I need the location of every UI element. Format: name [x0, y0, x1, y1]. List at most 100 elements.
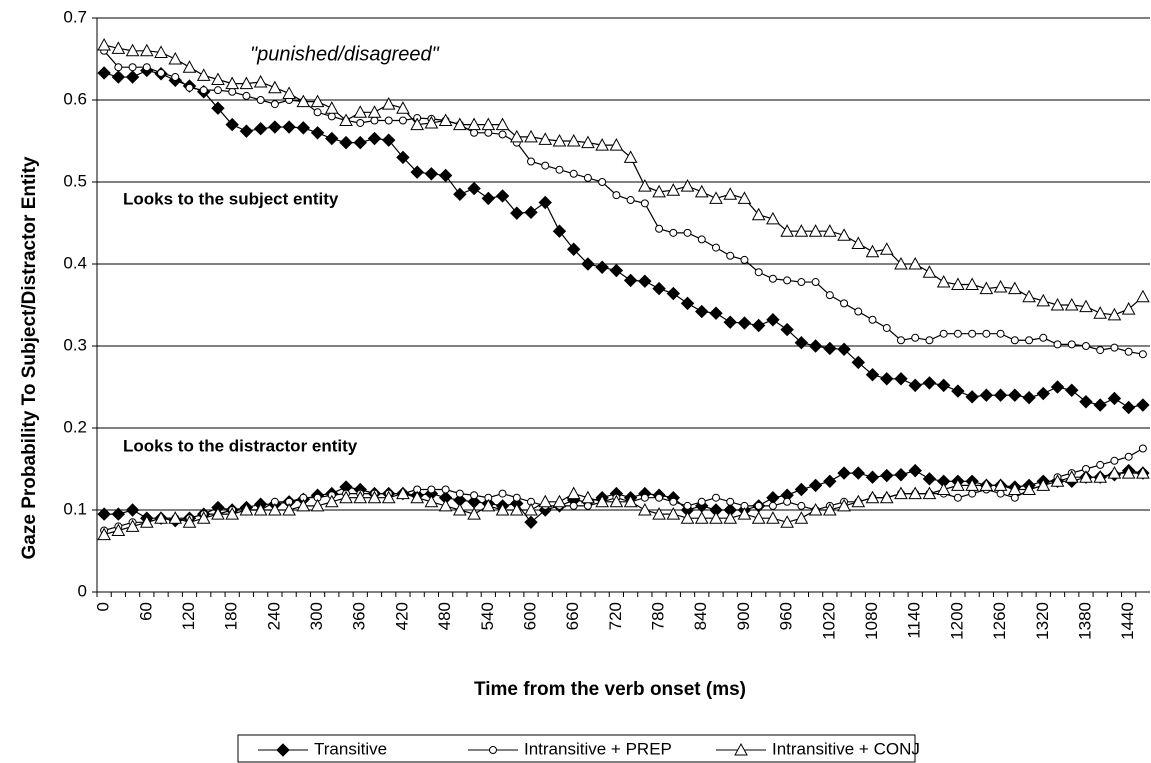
diamond-marker [325, 131, 339, 146]
triangle-marker [353, 490, 368, 504]
triangle-marker [196, 511, 211, 524]
circle-marker [711, 493, 720, 502]
triangle-marker [367, 105, 382, 118]
triangle-marker [979, 478, 994, 491]
triangle-marker [168, 511, 183, 524]
diamond-marker [581, 257, 595, 271]
circle-marker [612, 191, 621, 200]
triangle-marker [339, 113, 353, 126]
triangle-marker [111, 41, 126, 54]
circle-marker [754, 268, 763, 277]
triangle-marker [794, 511, 809, 524]
triangle-marker [410, 490, 425, 504]
triangle-marker [453, 502, 467, 516]
triangle-marker [680, 179, 695, 192]
triangle-marker [879, 490, 894, 504]
x-tick-label: 300 [307, 602, 326, 630]
circle-marker [669, 497, 678, 506]
triangle-marker [467, 117, 481, 131]
triangle-marker [694, 511, 709, 524]
circle-marker [185, 83, 194, 92]
circle-marker [640, 199, 649, 208]
circle-marker [953, 329, 962, 338]
triangle-marker [751, 207, 766, 221]
circle-marker [697, 497, 706, 506]
circle-marker [1110, 456, 1119, 465]
circle-marker [697, 235, 706, 244]
circle-marker [996, 489, 1005, 498]
circle-marker [427, 485, 436, 494]
x-tick-label: 540 [478, 602, 497, 630]
circle-marker [114, 63, 123, 72]
circle-marker [356, 118, 365, 127]
diamond-marker [467, 181, 481, 196]
triangle-marker [808, 502, 823, 516]
diamond-marker [296, 121, 311, 135]
triangle-marker [894, 486, 908, 500]
x-tick-label: 180 [222, 602, 241, 630]
circle-marker [142, 63, 151, 72]
diamond-marker [510, 206, 524, 220]
circle-marker [384, 116, 393, 125]
triangle-marker [253, 74, 268, 88]
circle-marker [199, 86, 208, 95]
circle-marker [982, 329, 991, 338]
diamond-marker [922, 376, 937, 390]
diamond-marker [737, 316, 752, 330]
triangle-marker [709, 511, 723, 524]
diamond-marker [353, 135, 367, 150]
diamond-marker [794, 336, 809, 350]
diamond-marker [908, 463, 922, 478]
circle-marker [370, 116, 379, 125]
triangle-marker [410, 117, 425, 131]
triangle-marker [694, 184, 709, 198]
triangle-marker [851, 236, 866, 249]
triangle-marker [638, 179, 652, 192]
x-tick-label: 420 [392, 602, 411, 630]
x-tick-label: 1140 [905, 602, 924, 639]
triangle-marker [908, 256, 923, 270]
triangle-marker [253, 502, 268, 516]
circle-marker [783, 497, 792, 506]
x-tick-label: 1440 [1118, 602, 1137, 640]
triangle-marker [1093, 306, 1108, 319]
triangle-marker [1079, 470, 1093, 483]
triangle-marker [481, 117, 496, 131]
circle-marker [726, 497, 735, 506]
circle-marker [313, 108, 322, 117]
diamond-marker [965, 390, 979, 404]
legend-label: Intransitive + CONJ [772, 739, 920, 758]
circle-marker [882, 323, 891, 332]
triangle-marker [1079, 299, 1093, 313]
circle-marker [583, 501, 592, 510]
triangle-marker [424, 115, 439, 129]
diamond-marker [211, 101, 225, 115]
diamond-marker [382, 133, 396, 147]
diamond-marker [552, 224, 567, 238]
triangle-marker [125, 43, 140, 57]
series-line [103, 69, 1143, 409]
triangle-marker [182, 515, 197, 528]
diamond-marker [1093, 398, 1107, 412]
diamond-marker [524, 205, 538, 220]
y-axis-title: Gaze Probability To Subject/Distractor E… [19, 156, 40, 559]
triangle-marker [268, 502, 282, 516]
triangle-marker [609, 494, 624, 508]
diamond-marker [908, 378, 922, 393]
circle-marker [598, 178, 607, 186]
circle-marker [953, 493, 962, 502]
triangle-marker [652, 184, 666, 198]
triangle-marker [239, 502, 254, 516]
circle-marker [256, 96, 265, 104]
circle-marker [768, 274, 777, 283]
triangle-marker [822, 224, 837, 237]
diamond-marker [367, 131, 382, 146]
triangle-marker [734, 742, 748, 756]
circle-marker [797, 278, 806, 287]
diamond-marker [993, 388, 1008, 402]
circle-marker [896, 336, 905, 345]
triangle-marker [367, 490, 382, 504]
annotation: Looks to the subject entity [123, 189, 339, 208]
legend-label: Transitive [314, 739, 387, 758]
triangle-marker [324, 101, 339, 114]
